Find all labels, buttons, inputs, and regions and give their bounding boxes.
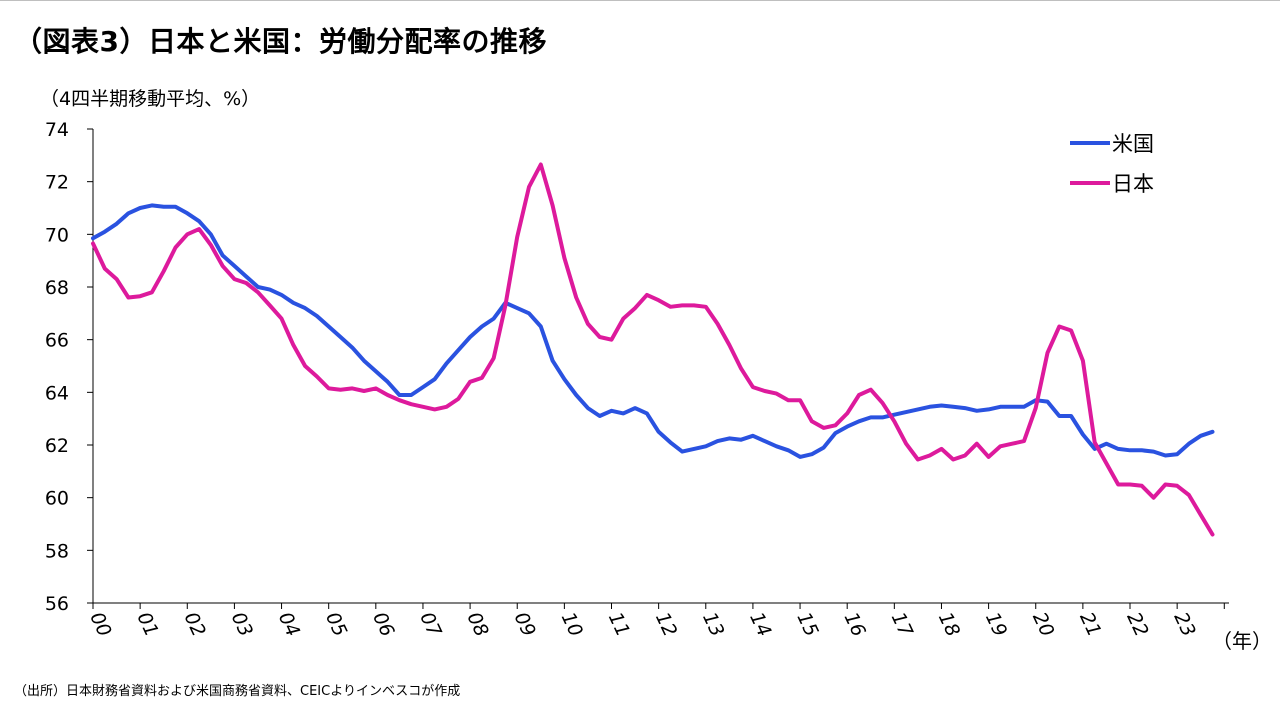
x-tick-label: 02: [180, 609, 210, 640]
y-tick-label: 68: [45, 277, 69, 299]
y-axis: 56 58 60 62 64 66 68 70 72 74: [45, 119, 94, 615]
x-axis: 00 01 02 03 04 05 06 07 08 09 10 11 12 13 14 15 16 17 18 19…: [85, 602, 1272, 653]
x-tick-label: 13: [698, 609, 728, 640]
x-tick-label: 06: [368, 609, 398, 640]
x-unit-label: （年）: [1212, 629, 1272, 653]
y-tick-label: 64: [45, 382, 69, 404]
x-tick-label: 03: [227, 609, 257, 640]
y-tick-label: 70: [45, 224, 69, 246]
x-tick-label: 15: [792, 609, 822, 640]
x-tick-label: 05: [321, 609, 351, 640]
x-tick-label: 00: [85, 609, 115, 640]
x-tick-label: 09: [510, 609, 540, 640]
x-tick-label: 10: [557, 609, 587, 640]
x-tick-label: 07: [415, 609, 445, 640]
x-tick-label: 18: [934, 609, 964, 640]
source-note: （出所）日本財務省資料および米国商務省資料、CEICよりインベスコが作成: [14, 684, 461, 699]
page-title: （図表3）日本と米国：労働分配率の推移: [14, 25, 547, 58]
x-tick-label: 23: [1170, 609, 1200, 640]
x-tick-label: 11: [604, 609, 634, 640]
x-tick-label: 16: [840, 609, 870, 640]
series-lines: [91, 162, 1215, 537]
y-unit-label: （4四半期移動平均、%）: [40, 88, 261, 110]
x-tick-label: 17: [887, 609, 917, 640]
y-tick-label: 56: [45, 593, 69, 615]
legend-label: 米国: [1112, 132, 1154, 156]
x-tick-label: 04: [274, 609, 304, 640]
legend-label: 日本: [1112, 172, 1154, 196]
x-tick-label: 14: [745, 609, 775, 640]
x-tick-label: 19: [981, 609, 1011, 640]
y-tick-label: 62: [45, 435, 69, 457]
y-tick-label: 60: [45, 488, 69, 510]
x-tick-label: 20: [1028, 609, 1058, 640]
x-tick-label: 22: [1122, 609, 1152, 640]
x-tick-label: 08: [462, 609, 492, 640]
x-tick-label: 01: [132, 609, 162, 640]
series-line-japan: [91, 162, 1215, 537]
y-tick-label: 66: [45, 330, 69, 352]
y-tick-label: 74: [45, 119, 69, 141]
x-tick-label: 21: [1075, 609, 1105, 640]
x-tick-label: 12: [651, 609, 681, 640]
top-rule: [0, 0, 1280, 1]
y-tick-label: 58: [45, 540, 69, 562]
y-tick-label: 72: [45, 172, 69, 194]
series-line-us: [91, 203, 1215, 459]
